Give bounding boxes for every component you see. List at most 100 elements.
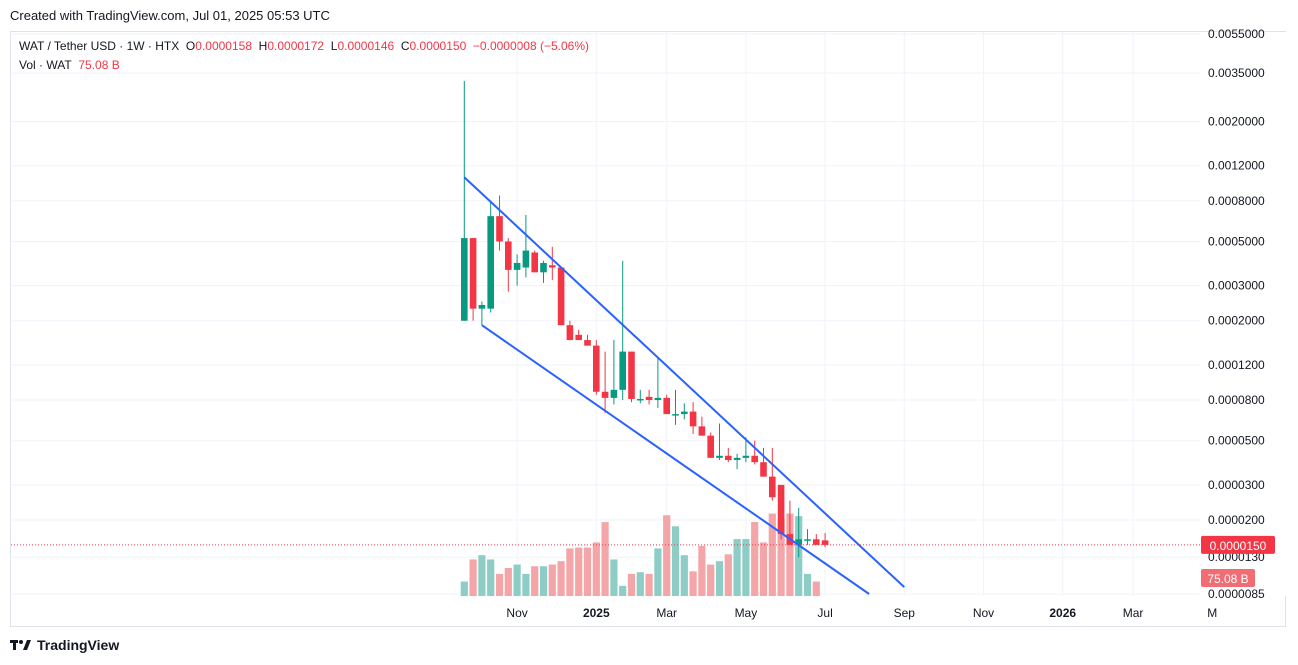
volume-bar [671,526,680,596]
x-tick-label: 2025 [583,606,610,620]
candle-body [672,414,679,416]
volume-bar [751,522,759,596]
volume-bar [786,513,794,596]
volume-bar [707,564,715,596]
volume-bar [768,513,776,596]
candle-body [663,397,670,415]
low-value: 0.0000146 [337,39,395,53]
volume-value: 75.08 B [78,58,120,72]
volume-bar [548,564,556,596]
candle-body [619,351,626,390]
y-tick-label: 0.0005000 [1208,234,1265,248]
candle-body [496,216,503,242]
tradingview-logo-icon [10,640,31,650]
volume-bar [592,542,600,596]
candle-body [593,345,600,392]
candle-body [707,435,714,458]
candle-body [804,539,811,541]
candle-body [531,252,538,273]
candle-body [628,351,635,399]
candle-body [777,484,785,535]
y-tick-label: 0.0000800 [1208,393,1265,407]
volume-legend: Vol · WAT 75.08 B [19,58,120,72]
volume-bar [504,567,512,596]
y-tick-label: 0.0008000 [1208,194,1265,208]
x-tick-label: May [735,606,758,620]
x-tick-label: M [1207,606,1217,620]
x-tick-label: Mar [656,606,677,620]
tradingview-logo[interactable]: TradingView [10,637,119,653]
last-volume-tag [1201,569,1255,587]
high-value: 0.0000172 [267,39,325,53]
high-label: H [258,39,268,53]
volume-bar [619,585,627,596]
candle-body [575,334,582,341]
volume-bar [627,573,636,596]
candle-body [505,241,512,270]
brand-name: TradingView [37,637,120,653]
volume-label[interactable]: Vol · WAT [19,58,72,72]
trendline [463,176,905,588]
volume-bar [513,564,521,596]
volume-bar [698,545,706,596]
low-label: L [330,39,338,53]
volume-bar [742,539,750,596]
volume-bar [803,573,812,596]
volume-bar [583,547,592,596]
volume-bar [557,561,565,596]
price-scale [1200,32,1286,596]
y-tick-label: 0.0000500 [1208,434,1265,448]
volume-bar [478,555,486,596]
candle-body [478,304,486,309]
volume-bar [469,559,477,596]
candle-body [566,325,574,341]
candle-body [637,398,644,401]
x-tick-label: Jul [817,606,832,620]
open-label: O [185,39,196,53]
candle-body [813,539,820,545]
volume-bar [812,581,820,596]
y-tick-label: 0.0003000 [1208,279,1265,293]
volume-bar [575,547,583,596]
candle-body [769,476,776,498]
y-tick-label: 0.0000300 [1208,478,1265,492]
ohlc-legend: WAT / Tether USD · 1W · HTX O0.0000158 H… [19,39,589,53]
volume-bar [495,573,504,596]
volume-bar [460,581,468,596]
y-tick-label: 0.0035000 [1208,66,1265,80]
volume-bar [663,515,671,596]
volume-bar [636,572,644,596]
change-value: −0.0000008 (−5.06%) [472,39,590,53]
volume-bar [487,559,495,596]
volume-bar [715,561,724,596]
volume-bar [566,548,574,596]
candle-body [487,216,494,309]
y-tick-label: 0.0000200 [1208,513,1265,527]
x-tick-label: Nov [973,606,994,620]
created-caption: Created with TradingView.com, Jul 01, 20… [10,8,330,23]
candle-body [540,262,547,273]
y-tick-label: 0.0055000 [1208,27,1265,41]
candle-body [795,539,802,545]
volume-bar [610,559,618,596]
y-tick-label: 0.0000085 [1208,587,1265,601]
volume-bar [601,522,609,596]
volume-bar [522,573,530,596]
close-label: C [400,39,410,53]
symbol-title[interactable]: WAT / Tether USD · 1W · HTX [19,39,180,53]
candle-body [751,455,758,463]
y-tick-label: 0.0012000 [1208,159,1265,173]
volume-bar [733,539,741,596]
last-price-tag [1201,535,1275,554]
candle-body [698,426,706,436]
last-price-label: 0.0000150 [1210,539,1267,553]
volume-bar [759,542,768,596]
candle-body [549,265,556,268]
close-value: 0.0000150 [409,39,467,53]
candle-body [601,391,609,398]
volume-bar [680,555,688,596]
candle-body [522,250,530,268]
candle-body [760,462,767,477]
candle-body [469,238,477,309]
